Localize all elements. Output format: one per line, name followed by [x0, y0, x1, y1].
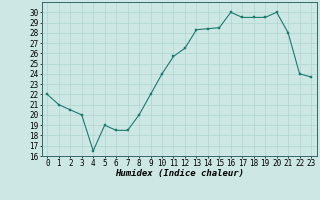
- X-axis label: Humidex (Indice chaleur): Humidex (Indice chaleur): [115, 169, 244, 178]
